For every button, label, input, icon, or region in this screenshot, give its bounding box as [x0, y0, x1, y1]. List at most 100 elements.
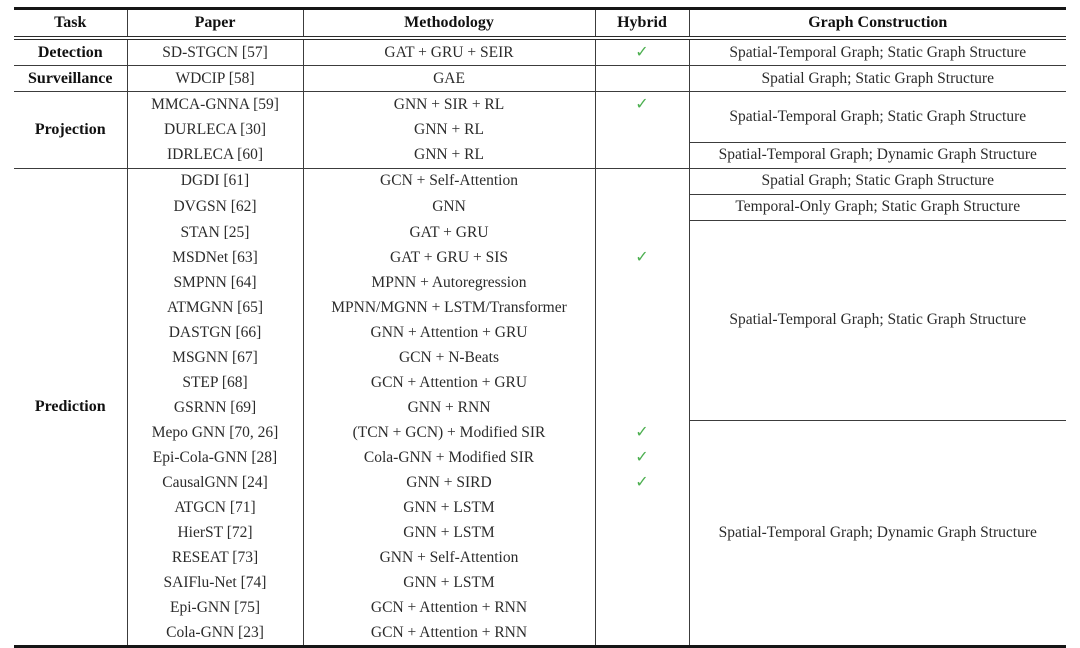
- cell-paper: STEP [68]: [127, 370, 304, 395]
- table-row: DURLECA [30] GNN + RL: [14, 117, 1066, 142]
- table-row: Mepo GNN [70, 26] (TCN + GCN) + Modified…: [14, 420, 1066, 541]
- check-icon: ✓: [635, 446, 649, 466]
- cell-hybrid: [595, 220, 690, 245]
- cell-methodology: GCN + N-Beats: [303, 345, 596, 370]
- cell-hybrid: ✓: [595, 470, 690, 495]
- cell-hybrid: ✓: [595, 420, 690, 445]
- cell-paper: RESEAT [73]: [127, 545, 304, 570]
- cell-hybrid: [595, 620, 690, 647]
- check-icon: ✓: [635, 471, 649, 491]
- cell-hybrid: [595, 194, 690, 220]
- cell-hybrid: ✓: [595, 245, 690, 270]
- table-row: HierST [72] GNN + LSTM: [14, 520, 1066, 545]
- cell-hybrid: [595, 142, 690, 169]
- cell-paper: MSDNet [63]: [127, 245, 304, 270]
- cell-methodology: GAT + GRU: [303, 220, 596, 245]
- cell-hybrid: [595, 320, 690, 345]
- table-row: MSGNN [67] GCN + N-Beats: [14, 345, 1066, 370]
- cell-graph-construction: Spatial Graph; Static Graph Structure: [689, 168, 1066, 195]
- cell-graph-construction: Spatial-Temporal Graph; Static Graph Str…: [689, 38, 1066, 66]
- cell-paper: Epi-GNN [75]: [127, 595, 304, 620]
- cell-methodology: GNN + Self-Attention: [303, 545, 596, 570]
- cell-hybrid: ✓: [595, 38, 690, 66]
- cell-methodology: GAT + GRU + SIS: [303, 245, 596, 270]
- cell-task: Detection: [14, 38, 128, 66]
- cell-task: Prediction: [14, 168, 128, 647]
- col-header-task: Task: [14, 8, 128, 40]
- cell-hybrid: [595, 370, 690, 395]
- table-row: IDRLECA [60] GNN + RL Spatial-Temporal G…: [14, 142, 1066, 169]
- cell-hybrid: [595, 570, 690, 595]
- methods-table: Task Paper Methodology Hybrid Graph Cons…: [14, 7, 1066, 648]
- cell-methodology: GCN + Attention + GRU: [303, 370, 596, 395]
- table-row: Detection SD-STGCN [57] GAT + GRU + SEIR…: [14, 38, 1066, 66]
- check-icon: ✓: [635, 421, 649, 441]
- cell-hybrid: [595, 545, 690, 570]
- table-row: Projection MMCA-GNNA [59] GNN + SIR + RL…: [14, 91, 1066, 169]
- cell-paper: DGDI [61]: [127, 168, 304, 194]
- cell-paper: ATGCN [71]: [127, 495, 304, 520]
- col-header-graph-construction: Graph Construction: [689, 8, 1066, 40]
- check-icon: ✓: [635, 246, 649, 266]
- cell-hybrid: [595, 295, 690, 320]
- cell-paper: MSGNN [67]: [127, 345, 304, 370]
- cell-hybrid: [595, 65, 690, 92]
- table-row: RESEAT [73] GNN + Self-Attention: [14, 545, 1066, 570]
- cell-task: Projection: [14, 91, 128, 169]
- cell-paper: CausalGNN [24]: [127, 470, 304, 495]
- cell-methodology: GNN + RNN: [303, 395, 596, 420]
- cell-methodology: GCN + Attention + RNN: [303, 620, 596, 647]
- cell-paper: HierST [72]: [127, 520, 304, 545]
- cell-methodology: GNN + RL: [303, 142, 596, 169]
- table-row: SAIFlu-Net [74] GNN + LSTM: [14, 570, 1066, 595]
- table-row: Epi-GNN [75] GCN + Attention + RNN: [14, 595, 1066, 620]
- cell-methodology: Cola-GNN + Modified SIR: [303, 445, 596, 470]
- cell-graph-construction: Spatial Graph; Static Graph Structure: [689, 65, 1066, 92]
- cell-paper: Epi-Cola-GNN [28]: [127, 445, 304, 470]
- cell-task: Surveillance: [14, 65, 128, 92]
- cell-methodology: GNN + LSTM: [303, 495, 596, 520]
- cell-paper: DVGSN [62]: [127, 194, 304, 220]
- cell-paper: STAN [25]: [127, 220, 304, 245]
- cell-hybrid: [595, 117, 690, 142]
- table-row: Cola-GNN [23] GCN + Attention + RNN: [14, 620, 1066, 647]
- cell-paper: WDCIP [58]: [127, 65, 304, 92]
- table-row: MSDNet [63] GAT + GRU + SIS ✓: [14, 245, 1066, 270]
- cell-methodology: GCN + Self-Attention: [303, 168, 596, 194]
- cell-hybrid: [595, 345, 690, 370]
- table-row: DASTGN [66] GNN + Attention + GRU: [14, 320, 1066, 345]
- cell-paper: SAIFlu-Net [74]: [127, 570, 304, 595]
- cell-methodology: GNN + LSTM: [303, 570, 596, 595]
- cell-hybrid: [595, 395, 690, 420]
- table-row: ATGCN [71] GNN + LSTM: [14, 495, 1066, 520]
- cell-paper: Cola-GNN [23]: [127, 620, 304, 647]
- cell-methodology: MPNN/MGNN + LSTM/Transformer: [303, 295, 596, 320]
- cell-methodology: GNN + RL: [303, 117, 596, 142]
- check-icon: ✓: [635, 93, 649, 113]
- cell-methodology: GNN + SIRD: [303, 470, 596, 495]
- col-header-methodology: Methodology: [303, 8, 596, 40]
- cell-graph-construction: Spatial-Temporal Graph; Dynamic Graph St…: [689, 142, 1066, 169]
- check-icon: ✓: [635, 41, 649, 61]
- table-row: Epi-Cola-GNN [28] Cola-GNN + Modified SI…: [14, 445, 1066, 470]
- cell-hybrid: [595, 168, 690, 194]
- cell-methodology: GAE: [303, 65, 596, 92]
- cell-methodology: MPNN + Autoregression: [303, 270, 596, 295]
- cell-paper: SMPNN [64]: [127, 270, 304, 295]
- cell-graph-construction: Spatial-Temporal Graph; Static Graph Str…: [689, 220, 1066, 421]
- cell-paper: IDRLECA [60]: [127, 142, 304, 169]
- table-row: STEP [68] GCN + Attention + GRU: [14, 370, 1066, 395]
- cell-hybrid: [595, 495, 690, 520]
- cell-methodology: (TCN + GCN) + Modified SIR: [303, 420, 596, 445]
- table-row: DVGSN [62] GNN Temporal-Only Graph; Stat…: [14, 194, 1066, 221]
- cell-paper: ATMGNN [65]: [127, 295, 304, 320]
- cell-methodology: GNN + Attention + GRU: [303, 320, 596, 345]
- table-row: Surveillance WDCIP [58] GAE Spatial Grap…: [14, 65, 1066, 92]
- header-row: Task Paper Methodology Hybrid Graph Cons…: [14, 8, 1066, 40]
- cell-hybrid: ✓: [595, 445, 690, 470]
- cell-hybrid: [595, 595, 690, 620]
- cell-paper: DASTGN [66]: [127, 320, 304, 345]
- col-header-hybrid: Hybrid: [595, 8, 690, 40]
- cell-hybrid: [595, 520, 690, 545]
